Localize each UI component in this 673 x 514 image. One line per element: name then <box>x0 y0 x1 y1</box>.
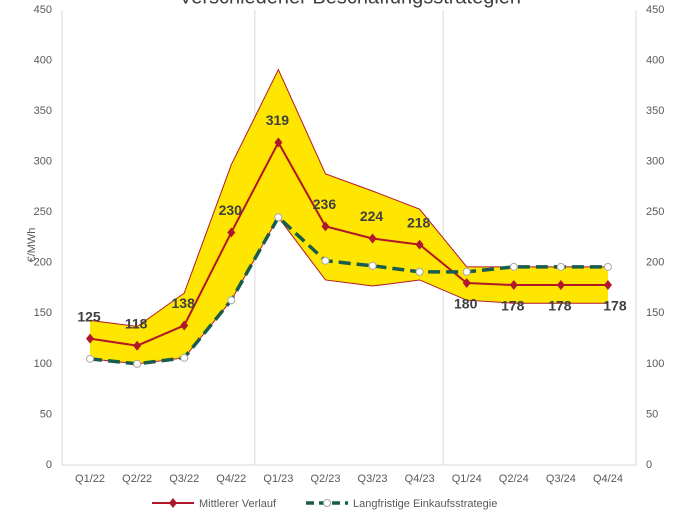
y-tick-label: 50 <box>40 408 52 420</box>
x-tick-label: Q3/22 <box>169 473 199 485</box>
x-tick-label: Q4/24 <box>593 473 623 485</box>
point <box>274 137 283 148</box>
x-tick-label: Q2/24 <box>499 473 529 485</box>
x-tick-label: Q4/23 <box>405 473 435 485</box>
data-label: 230 <box>219 202 243 218</box>
point <box>462 278 471 288</box>
series-line <box>89 214 608 366</box>
point <box>509 262 518 271</box>
data-label: 319 <box>266 112 290 128</box>
data-label: 236 <box>313 196 337 212</box>
x-tick-label: Q2/23 <box>310 473 340 485</box>
point <box>603 262 612 271</box>
x-tick-label: Q4/22 <box>216 473 246 485</box>
y2-tick-label: 200 <box>646 257 664 269</box>
legend-marker <box>323 499 332 507</box>
point <box>368 233 377 244</box>
point <box>462 267 471 276</box>
data-label: 224 <box>360 208 384 224</box>
range-band <box>90 69 608 364</box>
y-tick-label: 250 <box>34 206 52 218</box>
point <box>274 213 283 222</box>
chart-title: Verschiedener Beschaffungsstrategien <box>179 0 521 8</box>
point <box>368 261 377 270</box>
point <box>180 320 189 331</box>
point <box>133 340 142 351</box>
data-label: 180 <box>454 296 478 312</box>
point <box>321 221 330 232</box>
point <box>509 280 518 291</box>
point <box>86 354 95 363</box>
y-axis-label: €/MWh <box>26 228 38 263</box>
point <box>415 267 424 276</box>
y-tick-label: 0 <box>46 459 52 471</box>
point <box>556 262 565 271</box>
point <box>180 353 189 362</box>
y-tick-label: 150 <box>34 307 52 319</box>
y-tick-label: 100 <box>34 358 52 370</box>
y2-tick-label: 300 <box>646 156 664 168</box>
y2-tick-label: 450 <box>646 4 664 16</box>
y2-tick-label: 100 <box>646 358 664 370</box>
y2-tick-label: 400 <box>646 54 664 66</box>
point <box>86 333 95 344</box>
data-label: 125 <box>77 308 101 324</box>
point <box>227 296 236 305</box>
x-tick-label: Q1/23 <box>263 473 293 485</box>
legend-label: Langfristige Einkaufsstrategie <box>353 498 497 510</box>
legend-marker <box>169 498 177 508</box>
y-tick-label: 300 <box>34 156 52 168</box>
y2-tick-label: 0 <box>646 459 652 471</box>
x-tick-label: Q1/22 <box>75 473 105 485</box>
data-label: 178 <box>603 298 627 314</box>
legend-label: Mittlerer Verlauf <box>199 498 277 510</box>
point <box>321 256 330 265</box>
y2-tick-label: 150 <box>646 307 664 319</box>
y-tick-label: 200 <box>34 257 52 269</box>
y-tick-label: 400 <box>34 54 52 66</box>
data-label: 218 <box>407 214 431 230</box>
y2-tick-label: 350 <box>646 105 664 117</box>
x-tick-label: Q3/23 <box>358 473 388 485</box>
y-tick-label: 350 <box>34 105 52 117</box>
x-tick-label: Q3/24 <box>546 473 576 485</box>
y-tick-label: 450 <box>34 4 52 16</box>
data-label: 178 <box>501 298 525 314</box>
data-label: 178 <box>548 298 572 314</box>
point <box>556 280 565 291</box>
point <box>227 227 236 238</box>
data-label: 138 <box>172 295 196 311</box>
y2-tick-label: 250 <box>646 206 664 218</box>
data-label: 118 <box>125 315 148 331</box>
band-edge <box>89 216 608 365</box>
series-line <box>89 140 608 347</box>
x-tick-label: Q2/22 <box>122 473 152 485</box>
point <box>133 359 142 368</box>
point <box>603 280 612 291</box>
y2-tick-label: 50 <box>646 408 658 420</box>
x-tick-label: Q1/24 <box>452 473 482 485</box>
point <box>415 239 424 250</box>
